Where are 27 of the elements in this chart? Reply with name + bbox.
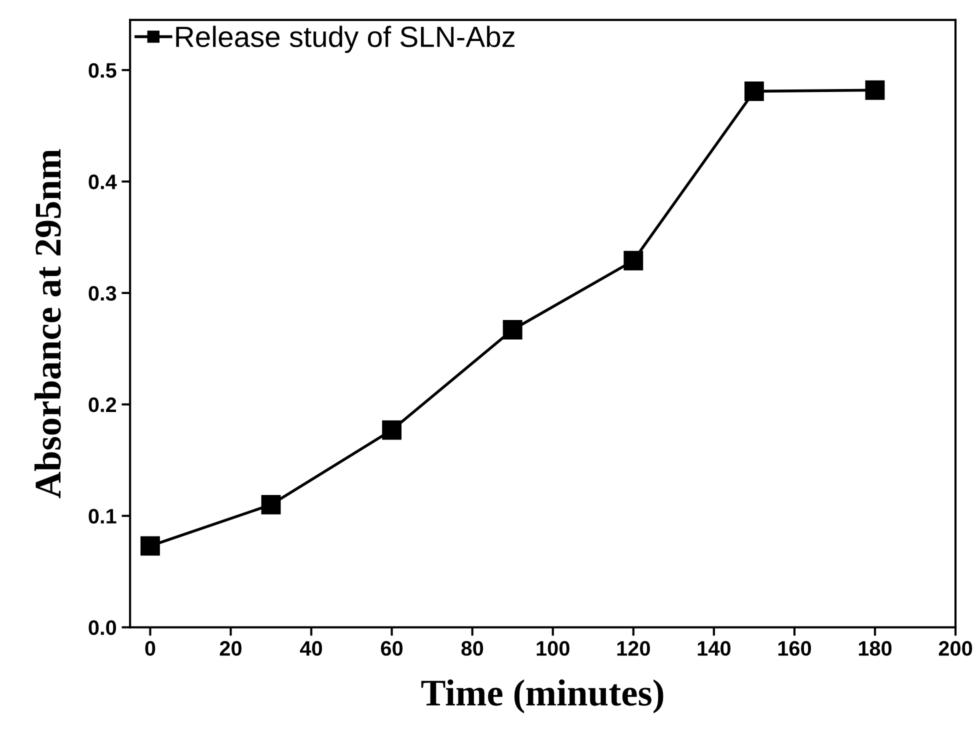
point	[744, 82, 764, 101]
y-tick-label: 0.3	[88, 286, 116, 301]
point	[261, 494, 281, 514]
x-tick-label: 120	[617, 641, 650, 656]
y-axis-title: Absorbance at 295nm	[34, 149, 61, 498]
y-tick-label: 0.4	[88, 174, 117, 190]
x-tick-label: 20	[220, 641, 242, 656]
y-tick-label: 0.2	[88, 397, 116, 412]
y-tick-label: 0.1	[88, 508, 116, 524]
y-tick-label: 0.5	[88, 63, 116, 78]
x-tick-label: 60	[380, 641, 403, 656]
x-tick-label: 100	[536, 641, 570, 656]
x-axis-title: Time (minutes)	[421, 679, 664, 714]
x-tick-label: 160	[778, 641, 811, 656]
point	[624, 250, 644, 270]
y-tick-label: 0.0	[88, 620, 116, 636]
x-tick-label: 40	[300, 641, 322, 656]
x-tick-label: 0	[145, 641, 156, 656]
point	[502, 320, 522, 340]
x-tick-label: 140	[698, 641, 730, 656]
x-tick-label: 200	[938, 641, 972, 656]
x-tick-label: 80	[461, 641, 484, 656]
x-tick-label: 180	[858, 641, 892, 656]
legend-label: Release study of SLN-Abz	[176, 26, 514, 53]
point	[140, 536, 160, 556]
point	[865, 80, 885, 100]
point	[382, 420, 402, 440]
